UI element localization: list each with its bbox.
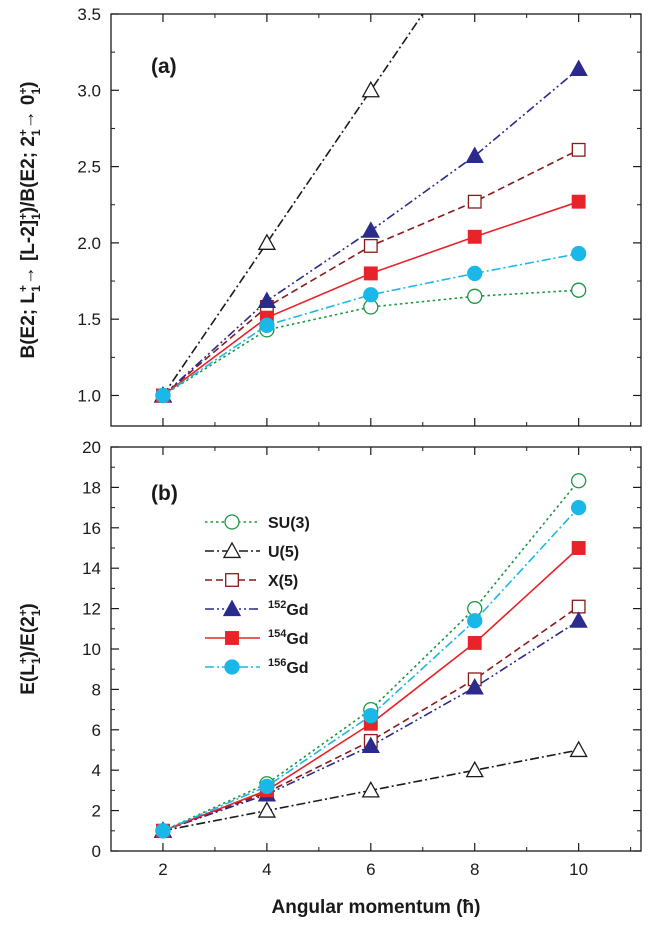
panel-a-point-156gd	[363, 287, 379, 303]
panel-b-y-tick-label: 6	[92, 721, 101, 740]
panel-a-point-156gd	[259, 317, 275, 333]
panel-b-x-tick-label: 2	[158, 860, 167, 879]
panel-b-point-156gd	[570, 499, 587, 516]
legend: SU(3) U(5) X(5) 152Gd 154Gd 156Gd	[205, 514, 310, 677]
legend-marker	[224, 514, 240, 530]
panel-b-y-tick-label: 20	[82, 438, 101, 457]
legend-marker	[222, 599, 242, 617]
panel-b-point-152gd	[569, 611, 588, 628]
panel-a-point-x5	[571, 142, 586, 157]
panel-a-y-axis-title: B(E2; L+1→ [L-2]+1)/B(E2; 2+1→ 0+1)	[16, 81, 43, 358]
legend-marker	[225, 631, 239, 645]
panel-a: 1.0 1.5 2.0 2.5 3.0 3.5 (a) B(E2; L+1→ [L-2]+…	[16, 5, 642, 427]
panel-a-y-tick-label: 1.0	[77, 386, 101, 405]
panel-b-point-156gd	[363, 708, 379, 724]
panel-a-point-152gd	[361, 221, 380, 238]
legend-marker	[225, 573, 239, 587]
panel-b-point-156gd	[259, 778, 275, 795]
panel-b-y-tick-label: 14	[82, 559, 101, 578]
panel-a-point-su3	[467, 288, 483, 304]
panel-a-y-tick-label: 1.5	[77, 310, 101, 329]
panel-a-point-152gd	[257, 291, 277, 308]
panel-a-label: (a)	[151, 55, 177, 78]
panel-b-y-tick-label: 0	[92, 842, 101, 861]
legend-label: 154Gd	[268, 628, 309, 648]
panel-a-y-tick-label: 2.5	[77, 158, 101, 177]
panel-a-y-tick-label: 3.0	[77, 81, 101, 100]
panel-a-series-line-u5	[162, 14, 424, 396]
panel-a-series	[153, 14, 588, 404]
panel-a-point-152gd	[465, 146, 484, 164]
panel-a-point-154gd	[571, 194, 586, 209]
panel-a-point-u5	[257, 233, 277, 250]
panel-b-y-tick-label: 16	[82, 519, 101, 538]
panel-b-point-154gd	[571, 541, 586, 555]
x-axis-title: Angular momentum (ħ)	[272, 897, 481, 918]
panel-a-point-su3	[570, 282, 587, 298]
panel-b-ticks: 2 4 6 8 10 0 2 4 6 8 10 12 14 16 18 20	[82, 438, 641, 879]
panel-a-point-156gd	[155, 387, 171, 404]
panel-b-y-axis-title: E(L+1)/E(2+1)	[16, 603, 43, 695]
legend-label: SU(3)	[268, 515, 310, 532]
panel-a-point-156gd	[570, 245, 587, 262]
legend-marker	[222, 541, 242, 559]
panel-b-point-152gd	[465, 677, 484, 695]
panel-b-point-x5	[571, 599, 586, 614]
panel-a-point-u5	[361, 80, 380, 98]
panel-a-point-x5	[467, 194, 482, 209]
panel-b-point-154gd	[467, 635, 482, 650]
panel-b-point-su3	[570, 473, 587, 489]
panel-b-x-tick-label: 10	[569, 860, 588, 879]
legend-label: 156Gd	[268, 657, 309, 677]
panel-b-y-tick-label: 2	[92, 802, 101, 821]
panel-b-y-tick-label: 8	[92, 680, 101, 699]
panel-b: 2 4 6 8 10 0 2 4 6 8 10 12 14 16 18 20 (b) E(L+1)/E(2+1…	[16, 438, 642, 879]
panel-a-point-152gd	[569, 59, 588, 77]
panel-b-y-tick-label: 12	[82, 600, 101, 619]
panel-a-point-x5	[363, 238, 378, 253]
panel-a-y-tick-label: 2.0	[77, 234, 101, 253]
panel-b-y-tick-label: 4	[92, 761, 101, 780]
panel-b-series-line-su3	[162, 480, 580, 832]
legend-marker	[224, 659, 240, 675]
panel-b-point-u5	[569, 740, 588, 758]
panel-b-series	[153, 473, 588, 839]
panel-b-x-tick-label: 8	[470, 860, 479, 879]
panel-b-point-156gd	[467, 613, 483, 629]
panel-a-point-156gd	[467, 265, 483, 282]
panel-b-x-tick-label: 4	[262, 860, 271, 879]
panel-b-point-u5	[257, 801, 277, 818]
panel-b-y-tick-label: 18	[82, 478, 101, 497]
panel-b-label: (b)	[151, 482, 178, 505]
panel-b-point-u5	[361, 781, 380, 798]
panel-b-point-u5	[465, 760, 484, 778]
panel-b-point-152gd	[361, 736, 380, 754]
legend-label: X(5)	[268, 573, 298, 590]
panel-a-ticks: 1.0 1.5 2.0 2.5 3.0 3.5	[77, 5, 641, 426]
legend-label: U(5)	[268, 544, 299, 561]
panel-b-point-156gd	[155, 823, 171, 839]
legend-label: 152Gd	[268, 599, 309, 619]
panel-b-x-tick-label: 6	[366, 860, 375, 879]
panel-a-frame	[110, 13, 642, 427]
panel-b-y-tick-label: 10	[82, 640, 101, 659]
panel-a-point-154gd	[363, 266, 378, 281]
panel-a-point-154gd	[467, 229, 482, 244]
panel-a-y-tick-label: 3.5	[77, 5, 101, 24]
